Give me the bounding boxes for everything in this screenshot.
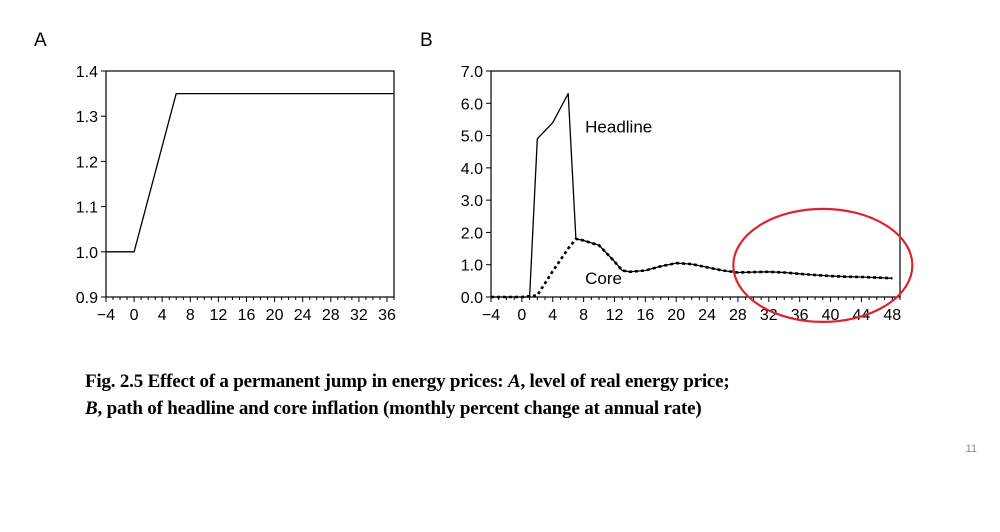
x-tick-label: 16	[636, 307, 654, 324]
y-tick-label: 1.2	[76, 154, 98, 171]
plot-frame	[490, 70, 901, 298]
y-tick-label: 4.0	[461, 161, 483, 178]
y-tick-label: 0.9	[76, 290, 98, 307]
series-line	[106, 92, 394, 253]
series-annotation-core: Core	[585, 269, 622, 288]
y-tick-label: 2.0	[461, 225, 483, 242]
x-tick-label: 0	[517, 307, 526, 324]
page-number: 11	[965, 443, 977, 455]
caption-line-1: Fig. 2.5 Effect of a permanent jump in e…	[85, 368, 945, 395]
series-line-headline	[491, 92, 893, 298]
chart-panel-a: 0.9 1.0 1.1 1.2 1.3 1.4 −4 0 4 8 12 16 20 24 28 32 36	[76, 64, 396, 324]
x-tick-label: 20	[667, 307, 685, 324]
chart-panel-b: 0.01.02.03.04.05.06.07.0−4 0 4 8 12 16 20 24 28 3…	[461, 64, 914, 324]
panel-a-label: A	[34, 30, 47, 51]
x-tick-label: 48	[883, 307, 901, 324]
x-tick-label: 16	[238, 307, 256, 324]
x-tick-label: −4	[482, 307, 500, 324]
x-tick-label: 0	[130, 307, 139, 324]
series-line-core	[491, 237, 893, 299]
plot-frame	[105, 70, 395, 298]
caption-prefix: Fig. 2.5 Effect of a permanent jump in e…	[85, 371, 508, 392]
x-tick-label: 24	[698, 307, 716, 324]
y-tick-label: 1.4	[76, 64, 98, 81]
x-tick-label: 8	[579, 307, 588, 324]
caption-panel-b-ref: B	[85, 398, 98, 419]
y-tick-label: 6.0	[461, 96, 483, 113]
highlight-ellipse	[732, 207, 914, 323]
y-tick-label: 1.0	[461, 258, 483, 275]
x-tick-label: 4	[548, 307, 557, 324]
x-tick-label: 28	[322, 307, 340, 324]
x-tick-label: −4	[97, 307, 115, 324]
figure-caption: Fig. 2.5 Effect of a permanent jump in e…	[85, 368, 945, 422]
y-tick-label: 5.0	[461, 129, 483, 146]
x-tick-label: 36	[378, 307, 396, 324]
x-tick-label: 32	[350, 307, 368, 324]
figure-charts: 0.91.01.11.21.31.4−4 0 4 8 12 16 20 24 28 32 360.0…	[76, 64, 914, 324]
x-tick-label: 8	[186, 307, 195, 324]
y-tick-label: 1.3	[76, 109, 98, 126]
x-tick-label: 12	[606, 307, 624, 324]
caption-line2-rest: , path of headline and core inflation (m…	[97, 398, 702, 419]
x-tick-label: 20	[266, 307, 284, 324]
x-tick-label: 12	[209, 307, 227, 324]
series-annotation-headline: Headline	[585, 117, 652, 136]
x-tick-label: 32	[760, 307, 778, 324]
x-tick-label: 40	[822, 307, 840, 324]
y-tick-label: 1.1	[76, 200, 98, 217]
caption-panel-a-ref: A	[507, 371, 521, 392]
caption-line-2: B, path of headline and core inflation (…	[85, 395, 945, 422]
caption-line1-rest: , level of real energy price;	[520, 371, 730, 392]
y-tick-label: 0.0	[461, 290, 483, 307]
y-tick-label: 3.0	[461, 193, 483, 210]
y-tick-label: 7.0	[461, 64, 483, 81]
x-tick-label: 24	[294, 307, 312, 324]
y-tick-label: 1.0	[76, 245, 98, 262]
x-tick-label: 4	[158, 307, 167, 324]
panel-b-label: B	[420, 30, 433, 51]
x-tick-label: 28	[729, 307, 747, 324]
